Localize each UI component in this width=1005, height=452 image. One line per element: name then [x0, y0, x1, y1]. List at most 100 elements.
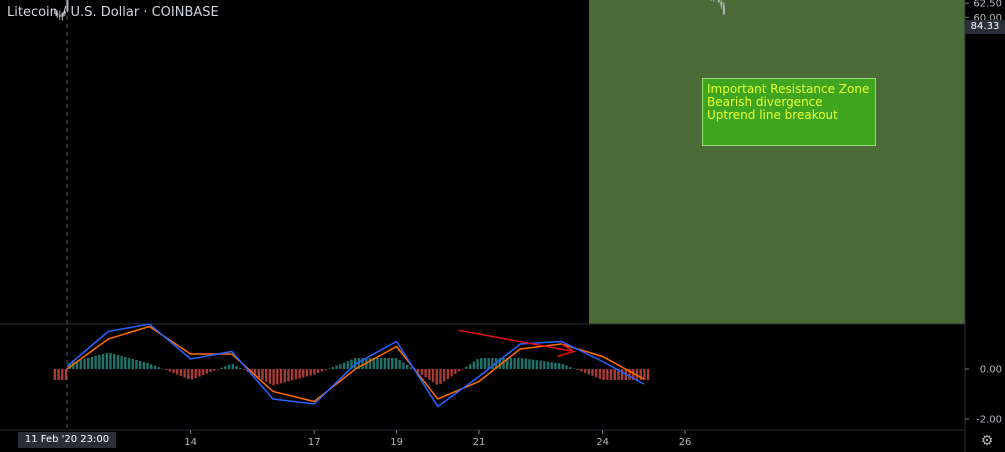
settings-gear-icon[interactable]: ⚙: [980, 433, 994, 449]
histogram-bar: [580, 369, 583, 372]
candle: [717, 0, 720, 3]
candle: [53, 9, 56, 14]
histogram-bar: [153, 365, 157, 369]
candle-body: [53, 12, 56, 14]
candle-body: [720, 2, 723, 6]
macd-line: [66, 323, 645, 408]
histogram-bar: [287, 369, 290, 382]
divergence-arrow-head: [557, 343, 576, 358]
histogram-bar: [428, 369, 431, 380]
histogram-bar: [261, 369, 264, 380]
histogram-bar: [205, 369, 209, 374]
histogram-bar: [613, 369, 616, 380]
histogram-bar: [472, 361, 476, 369]
candle: [713, 0, 715, 2]
histogram-bar: [476, 359, 479, 369]
histogram-bar: [620, 369, 624, 380]
histogram-bar: [520, 358, 524, 369]
histogram-bar: [142, 361, 146, 369]
histogram-bar: [201, 369, 205, 376]
histogram-bar: [454, 369, 457, 374]
histogram-bar: [561, 363, 565, 369]
chart-title: Litecoin / U.S. Dollar · COINBASE: [7, 5, 219, 20]
histogram-bar: [632, 369, 635, 380]
histogram-bar: [124, 357, 127, 369]
candle-body: [722, 5, 725, 15]
histogram-bar: [531, 359, 535, 369]
histogram-bar: [220, 367, 223, 369]
histogram-bar: [176, 369, 179, 375]
y-tick-label: 60.00: [973, 13, 1002, 24]
histogram-bar: [105, 352, 108, 369]
histogram-bar: [242, 369, 246, 370]
histogram-bar: [328, 368, 331, 370]
histogram-bar: [398, 359, 401, 369]
histogram-bar: [457, 369, 461, 372]
histogram-bar: [253, 369, 257, 376]
histogram-bar: [572, 368, 576, 370]
histogram-bar: [431, 369, 435, 383]
histogram-bar: [279, 369, 283, 384]
histogram-bar: [435, 369, 438, 385]
candle: [56, 10, 59, 18]
candle-body: [63, 11, 66, 14]
histogram-bar: [420, 369, 424, 375]
histogram-bar: [350, 359, 353, 369]
histogram-bar: [138, 360, 142, 369]
crosshair-date-label: 11 Feb '20 23:00: [18, 432, 116, 448]
histogram-bar: [235, 365, 238, 369]
histogram-bar: [394, 358, 398, 369]
histogram-bar: [112, 354, 116, 369]
histogram-bar: [190, 369, 194, 380]
candle-body: [58, 15, 61, 17]
histogram-bar: [231, 363, 235, 369]
histogram-bar: [239, 367, 242, 369]
histogram-bar: [357, 358, 361, 369]
histogram-bar: [79, 359, 82, 369]
histogram-bar: [305, 369, 309, 377]
histogram-bar: [517, 358, 520, 369]
histogram-bar: [309, 369, 312, 376]
histogram-bar: [127, 358, 131, 369]
histogram-bar: [502, 358, 505, 369]
histogram-bar: [506, 358, 509, 369]
histogram-bar: [161, 368, 164, 370]
histogram-bar: [468, 364, 472, 369]
histogram-bar: [339, 364, 342, 369]
histogram-bar: [595, 369, 598, 378]
histogram-bar: [609, 369, 613, 380]
histogram-bar: [617, 369, 620, 380]
candle: [58, 10, 61, 20]
histogram-bar: [565, 365, 568, 369]
histogram-bar: [302, 369, 305, 378]
histogram-bar: [172, 369, 175, 374]
histogram-bar: [513, 358, 516, 369]
histogram-bar: [131, 358, 134, 369]
annotation-line-breakout: Uptrend line breakout: [707, 108, 838, 122]
histogram-bar: [550, 362, 553, 369]
y-tick-label: 62.50: [973, 0, 1002, 10]
current-price-tag: 84.33: [965, 20, 1005, 34]
histogram-bar: [168, 369, 171, 372]
histogram-bar: [94, 355, 97, 369]
x-tick-label: 26: [679, 437, 692, 448]
histogram-bar: [535, 360, 539, 369]
histogram-bar: [450, 369, 453, 377]
histogram-bar: [135, 359, 138, 369]
histogram-bar: [528, 359, 531, 369]
histogram-bar: [209, 369, 212, 373]
histogram-bar: [109, 353, 112, 369]
candle: [63, 11, 66, 17]
histogram-bar: [268, 369, 272, 384]
histogram-bar: [101, 353, 105, 369]
histogram-bar: [576, 369, 579, 370]
histogram-bar: [391, 358, 394, 369]
histogram-bar: [569, 366, 572, 369]
annotation-line-divergence: Bearish divergence: [707, 95, 823, 109]
candle: [722, 2, 725, 15]
candle: [66, 0, 69, 13]
histogram-bar: [264, 369, 268, 382]
histogram-bar: [216, 369, 220, 370]
histogram-bar: [157, 367, 160, 369]
